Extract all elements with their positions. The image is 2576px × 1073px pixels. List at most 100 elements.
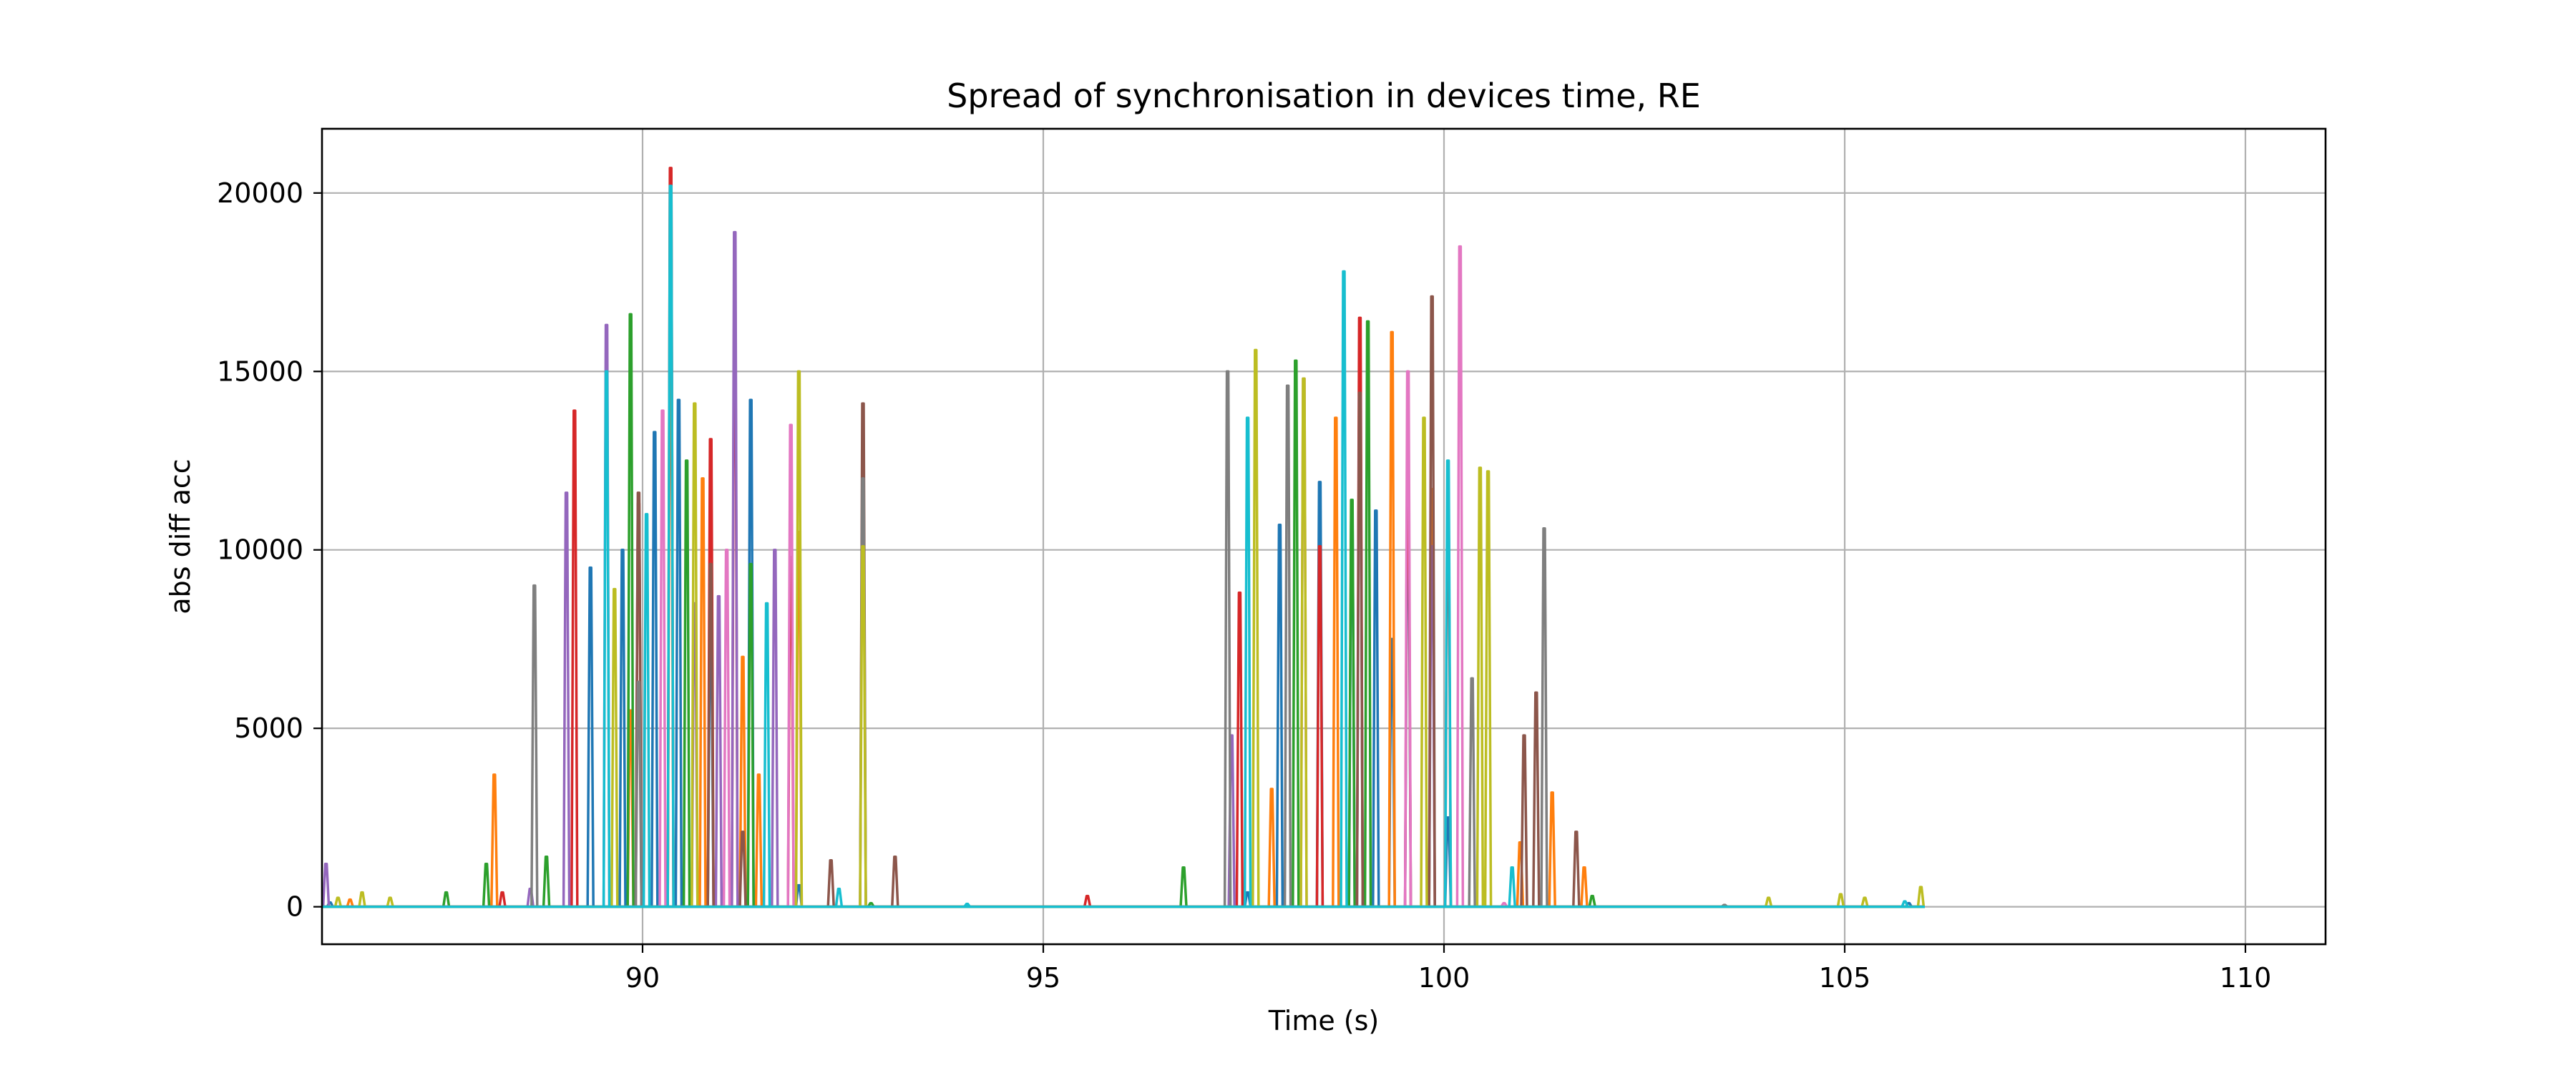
series-spike [674, 398, 683, 907]
chart-title: Spread of synchronisation in devices tim… [947, 77, 1701, 115]
series-spike [1901, 900, 1909, 908]
series-spike [698, 477, 707, 907]
x-tick-label: 90 [625, 962, 660, 994]
series-spike [1372, 509, 1380, 907]
x-tick-label: 105 [1819, 962, 1871, 994]
series-spike [346, 898, 354, 908]
series-spike [441, 891, 451, 907]
series-spike [1347, 499, 1356, 907]
y-tick-label: 0 [286, 891, 303, 923]
series-spike [490, 773, 499, 907]
series-spike [738, 655, 747, 907]
series-spike [891, 856, 899, 907]
series-spike [714, 594, 723, 907]
series-spike [1508, 866, 1516, 907]
series-spike [570, 409, 579, 907]
series-spike [610, 587, 619, 907]
series-spike [1315, 544, 1324, 907]
series-spike [1420, 416, 1428, 907]
series-spike [682, 459, 691, 907]
series-spike [1299, 377, 1308, 907]
series-spike [1764, 896, 1773, 908]
series-spike [1355, 391, 1365, 907]
series-spike [834, 887, 844, 907]
series-spike [386, 896, 394, 908]
series-spike [1387, 330, 1396, 907]
series-spike [1179, 866, 1188, 907]
series-spike [786, 423, 795, 907]
series-spike [634, 680, 643, 907]
series-spike [1267, 788, 1276, 907]
series-spike [1252, 348, 1260, 907]
series-spike [1468, 677, 1476, 907]
series-spike [602, 370, 611, 907]
series-spike [1588, 894, 1596, 907]
series-spike [358, 891, 366, 907]
series-spike [738, 831, 747, 907]
x-tick-label: 100 [1418, 962, 1470, 994]
series-spike [1548, 791, 1556, 907]
series-spike [722, 548, 731, 907]
series-spike [1428, 295, 1436, 907]
series-spike [1836, 893, 1845, 907]
series-spike [1283, 384, 1292, 907]
series-spike [867, 901, 875, 908]
series-spike [731, 230, 739, 907]
y-axis-label: abs diff acc [165, 459, 196, 614]
y-tick-label: 10000 [217, 534, 303, 566]
series-spike [1500, 901, 1508, 908]
series-spike [586, 566, 595, 907]
series-spike [562, 491, 571, 907]
series-spike [618, 548, 627, 907]
series-spike [650, 431, 659, 907]
series-spike [706, 562, 715, 907]
series-spike [771, 548, 779, 907]
y-axis-ticks: 0 5000 10000 15000 20000 [217, 177, 322, 923]
series-spike [658, 409, 667, 907]
series-spike [1475, 466, 1485, 907]
series-spike [1443, 459, 1453, 907]
series-spike [1532, 691, 1541, 907]
series-spike [1860, 896, 1869, 908]
series-spike [794, 370, 804, 907]
series-spike [1483, 470, 1493, 907]
series-spike [530, 584, 539, 907]
series-spike [1572, 831, 1581, 907]
series-spike [826, 859, 835, 907]
series-spike [482, 863, 491, 907]
plot-series [321, 167, 1926, 908]
x-axis-ticks: 90 95 100 105 110 [625, 944, 2271, 994]
series-spike [1363, 320, 1372, 907]
series-spike [1916, 886, 1926, 907]
series-spike [1275, 524, 1284, 907]
series-spike [1580, 866, 1589, 907]
y-tick-label: 20000 [217, 177, 303, 209]
x-tick-label: 95 [1026, 962, 1060, 994]
series-spike [1455, 245, 1465, 907]
series-spike [1332, 416, 1340, 907]
series-spike [666, 185, 675, 907]
series-spike [321, 863, 331, 907]
y-tick-label: 15000 [217, 356, 303, 387]
series-spike [1223, 370, 1232, 907]
series-spike [691, 402, 699, 907]
series-spike [859, 544, 867, 907]
series-spike [1520, 734, 1528, 907]
series-spike [1243, 416, 1252, 907]
series-spike [746, 562, 755, 907]
x-axis-label: Time (s) [1268, 1005, 1380, 1037]
series-spike [1403, 370, 1413, 907]
series-spike [762, 602, 771, 907]
series-spike [1340, 270, 1348, 907]
axes-frame [321, 127, 2327, 946]
series-spike [626, 313, 635, 907]
x-tick-label: 110 [2220, 962, 2272, 994]
series-spike [1235, 591, 1244, 907]
series-spike [498, 891, 507, 907]
series-spike [333, 896, 343, 908]
series-spike [542, 856, 551, 907]
series-spike [754, 773, 763, 907]
y-tick-label: 5000 [234, 712, 303, 744]
series-spike [1292, 359, 1300, 907]
